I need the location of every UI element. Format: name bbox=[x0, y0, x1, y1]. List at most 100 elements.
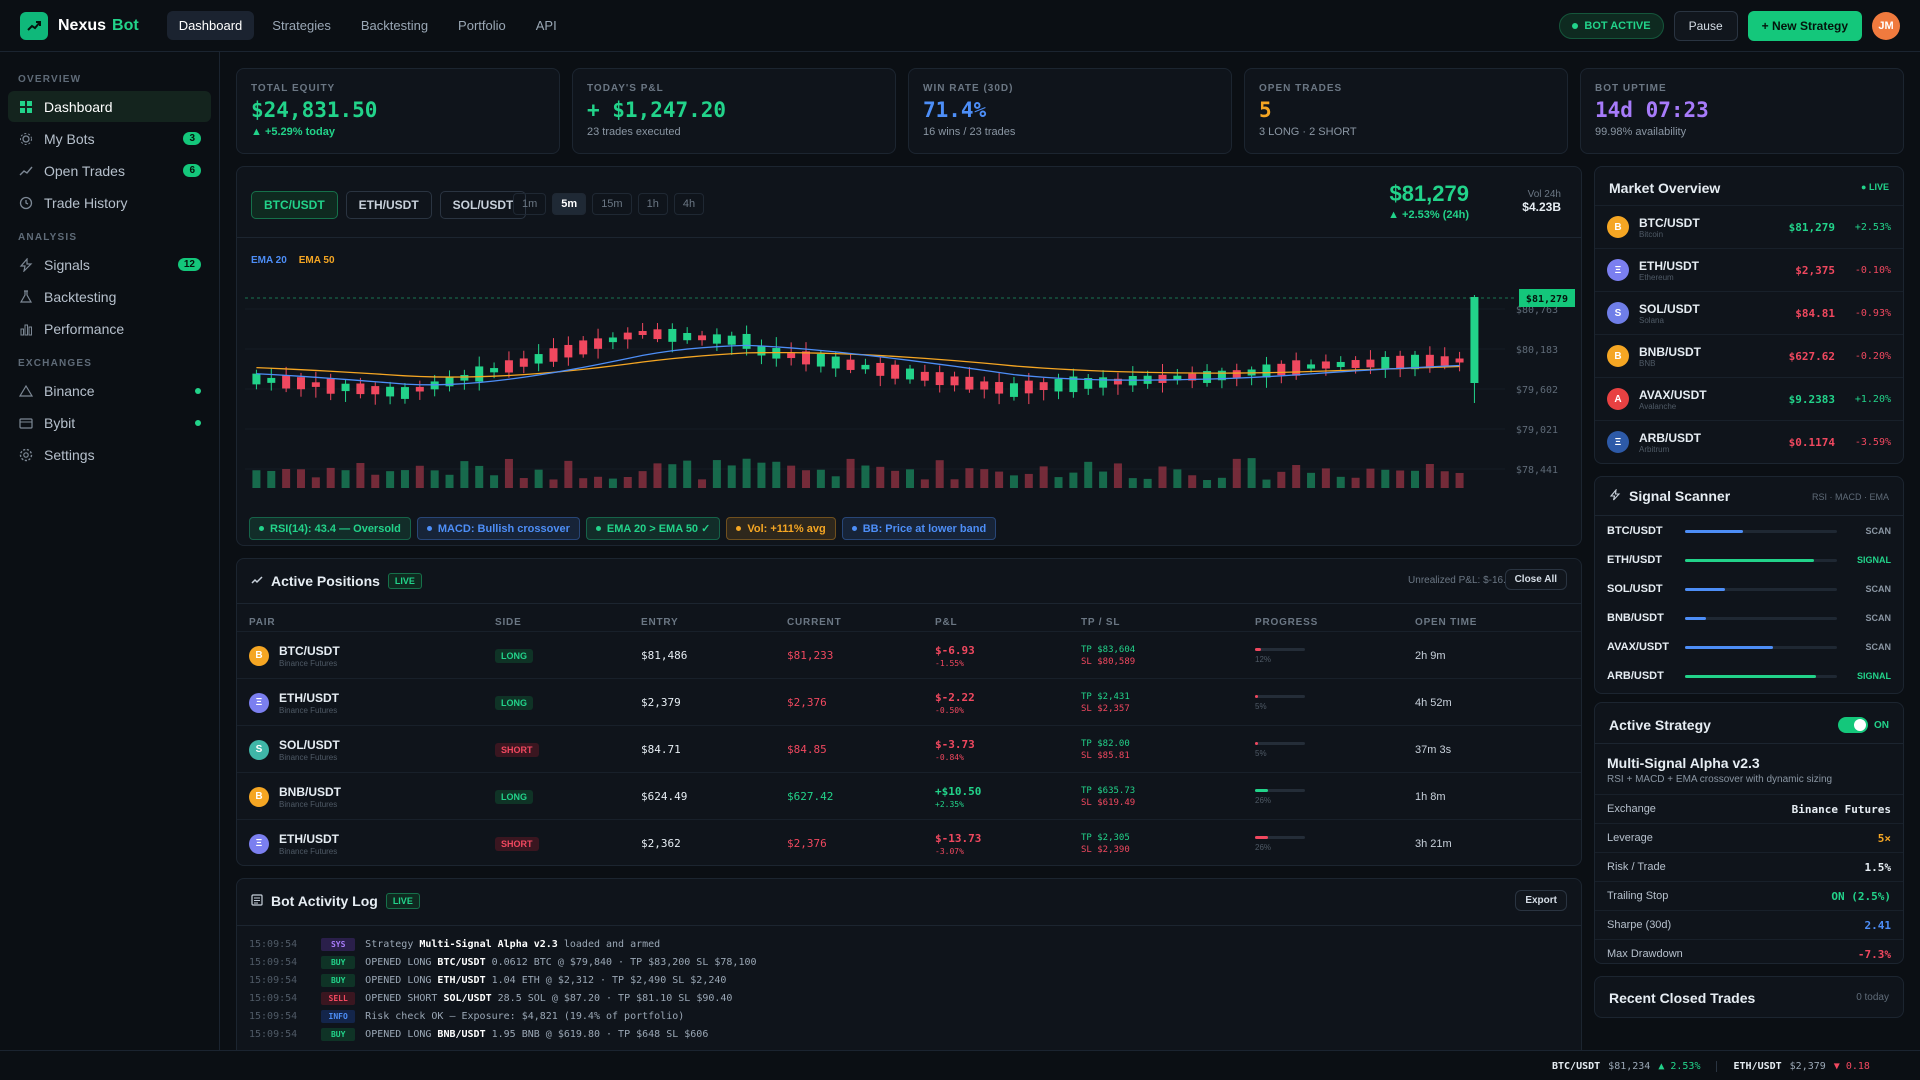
nav-dashboard[interactable]: Dashboard bbox=[166, 11, 255, 40]
position-row[interactable]: Ξ ETH/USDT Binance Futures SHORT $2,362 $2,37… bbox=[237, 819, 1581, 866]
sidebar-item-performance[interactable]: Performance bbox=[8, 313, 211, 344]
sidebar-item-trade-history[interactable]: Trade History bbox=[8, 187, 211, 218]
market-row[interactable]: B BNB/USDT BNB $627.62 -0.20% bbox=[1595, 334, 1903, 377]
timeframe-15m[interactable]: 15m bbox=[592, 193, 632, 215]
scanner-row[interactable]: SOL/USDT SCAN bbox=[1607, 579, 1891, 599]
market-row[interactable]: A AVAX/USDT Avalanche $9.2383 +1.20% bbox=[1595, 377, 1903, 420]
position-pair: BNB/USDT bbox=[279, 784, 341, 799]
sidebar-item-label: Trade History bbox=[44, 194, 128, 211]
legend-ema20: EMA 20 bbox=[251, 255, 287, 266]
scanner-row[interactable]: AVAX/USDT SCAN bbox=[1607, 637, 1891, 657]
column-header: PROGRESS bbox=[1255, 617, 1319, 628]
candle-body bbox=[965, 376, 974, 390]
status-dot-icon bbox=[1572, 22, 1579, 29]
nav-portfolio[interactable]: Portfolio bbox=[458, 18, 506, 33]
sidebar-item-dashboard[interactable]: Dashboard bbox=[8, 91, 211, 122]
candle-body bbox=[386, 386, 395, 397]
timeframe-1m[interactable]: 1m bbox=[513, 193, 547, 215]
volume-bar bbox=[341, 470, 350, 488]
active-positions-panel: Active Positions LIVE Unrealized P&L: $-… bbox=[236, 558, 1582, 866]
export-button[interactable]: Export bbox=[1515, 890, 1567, 911]
candle-body bbox=[371, 386, 380, 395]
new-strategy-button[interactable]: + New Strategy bbox=[1747, 10, 1862, 41]
volume-bar bbox=[891, 470, 900, 488]
log-line: 15:09:54 BUY OPENED LONG ETH/USDT 1.04 ETH… bbox=[249, 971, 726, 989]
position-row[interactable]: Ξ ETH/USDT Binance Futures LONG $2,379 $2,376… bbox=[237, 678, 1581, 725]
volume-bar bbox=[1217, 477, 1226, 488]
pause-button[interactable]: Pause bbox=[1673, 10, 1738, 41]
scanner-row[interactable]: BNB/USDT SCAN bbox=[1607, 608, 1891, 628]
sidebar-item-backtesting[interactable]: Backtesting bbox=[8, 281, 211, 312]
volume-bar bbox=[1173, 469, 1182, 488]
market-row[interactable]: Ξ ARB/USDT Arbitrum $0.1174 -3.59% bbox=[1595, 420, 1903, 463]
indicator-dot-icon bbox=[426, 526, 432, 531]
sidebar-item-settings[interactable]: Settings bbox=[8, 439, 211, 470]
position-exchange: Binance Futures bbox=[279, 658, 338, 668]
timeframe-5m[interactable]: 5m bbox=[552, 193, 587, 215]
candle-body bbox=[1099, 377, 1108, 388]
position-row[interactable]: B BTC/USDT Binance Futures LONG $81,486 $81,2… bbox=[237, 631, 1581, 678]
timeframe-4h[interactable]: 4h bbox=[673, 193, 705, 215]
nav-strategies[interactable]: Strategies bbox=[272, 18, 331, 33]
logo-icon[interactable] bbox=[20, 11, 48, 40]
stat-value: + $1,247.20 bbox=[587, 98, 727, 122]
scanner-row[interactable]: BTC/USDT SCAN bbox=[1607, 521, 1891, 541]
stat-subtext: ▲ +5.29% today bbox=[251, 126, 335, 138]
candle-body bbox=[415, 386, 424, 392]
volume-bar bbox=[980, 469, 989, 488]
candle-body bbox=[445, 376, 454, 387]
stat-subtext: 3 LONG · 2 SHORT bbox=[1259, 126, 1357, 138]
sidebar-item-binance[interactable]: Binance bbox=[8, 375, 211, 406]
indicator-dot-icon bbox=[259, 526, 264, 531]
pair-tab-eth-usdt[interactable]: ETH/USDT bbox=[345, 191, 432, 219]
sidebar-item-open-trades[interactable]: Open Trades 6 bbox=[8, 155, 211, 186]
candlestick-chart[interactable]: $80,763 $80,183 $79,602 $79,021 $78,441 $81,2… bbox=[237, 243, 1583, 501]
volume-bar bbox=[727, 465, 736, 488]
entry-price: $624.49 bbox=[641, 790, 688, 803]
indicator-dot-icon bbox=[736, 526, 742, 531]
market-name: Solana bbox=[1639, 315, 1664, 325]
bot-icon bbox=[18, 131, 34, 147]
position-row[interactable]: S SOL/USDT Binance Futures SHORT $84.71 $84.8… bbox=[237, 725, 1581, 772]
sidebar-item-my-bots[interactable]: My Bots 3 bbox=[8, 123, 211, 154]
pair-tab-sol-usdt[interactable]: SOL/USDT bbox=[439, 191, 527, 219]
nav-api[interactable]: API bbox=[535, 18, 557, 33]
market-change: +2.53% bbox=[1854, 221, 1891, 233]
strategy-setting-row: Trailing Stop ON (2.5%) bbox=[1595, 881, 1903, 910]
market-row[interactable]: S SOL/USDT Solana $84.81 -0.93% bbox=[1595, 291, 1903, 334]
nav-backtesting[interactable]: Backtesting bbox=[360, 18, 429, 33]
pair-tab-btc-usdt[interactable]: BTC/USDT bbox=[251, 191, 338, 219]
log-line: 15:09:54 BUY OPENED LONG BTC/USDT 0.0612 B… bbox=[249, 953, 757, 971]
volume-bar bbox=[460, 461, 469, 488]
log-message: OPENED LONG BTC/USDT 0.0612 BTC @ $79,84… bbox=[365, 956, 757, 968]
user-avatar[interactable]: JM bbox=[1872, 11, 1900, 40]
candle-body bbox=[1024, 380, 1033, 394]
unrealized-pnl: Unrealized P&L: $-16.12 bbox=[1408, 575, 1517, 586]
progress-bar bbox=[1255, 835, 1305, 839]
market-row[interactable]: B BTC/USDT Bitcoin $81,279 +2.53% bbox=[1595, 205, 1903, 248]
volume-bar bbox=[579, 478, 588, 488]
open-time: 1h 8m bbox=[1415, 790, 1446, 803]
scanner-row[interactable]: ARB/USDT SIGNAL bbox=[1607, 666, 1891, 686]
volume-bar bbox=[950, 479, 959, 488]
stat-label: TOTAL EQUITY bbox=[251, 83, 336, 94]
timeframe-1h[interactable]: 1h bbox=[637, 193, 668, 215]
scanner-row[interactable]: ETH/USDT SIGNAL bbox=[1607, 550, 1891, 570]
open-time: 2h 9m bbox=[1415, 649, 1446, 662]
candle-body bbox=[1381, 356, 1390, 370]
candle-body bbox=[341, 383, 350, 392]
stat-subtext: 23 trades executed bbox=[587, 126, 681, 138]
strategy-toggle[interactable] bbox=[1838, 717, 1868, 733]
progress-label: 26% bbox=[1255, 795, 1272, 805]
volume-bar bbox=[1009, 475, 1018, 488]
market-row[interactable]: Ξ ETH/USDT Ethereum $2,375 -0.10% bbox=[1595, 248, 1903, 291]
close-all-button[interactable]: Close All bbox=[1504, 569, 1567, 590]
position-row[interactable]: B BNB/USDT Binance Futures LONG $624.49 $627.… bbox=[237, 772, 1581, 819]
closed-trades-title: Recent Closed Trades bbox=[1609, 990, 1756, 1006]
price-change: ▲ +2.53% (24h) bbox=[1388, 209, 1469, 221]
sidebar-item-signals[interactable]: Signals 12 bbox=[8, 249, 211, 280]
sidebar-item-label: Signals bbox=[44, 256, 90, 273]
scanner-strength-fill bbox=[1685, 616, 1707, 620]
sidebar-item-bybit[interactable]: Bybit bbox=[8, 407, 211, 438]
timeframe-tabs: 1m 5m 15m 1h 4h bbox=[513, 193, 705, 215]
